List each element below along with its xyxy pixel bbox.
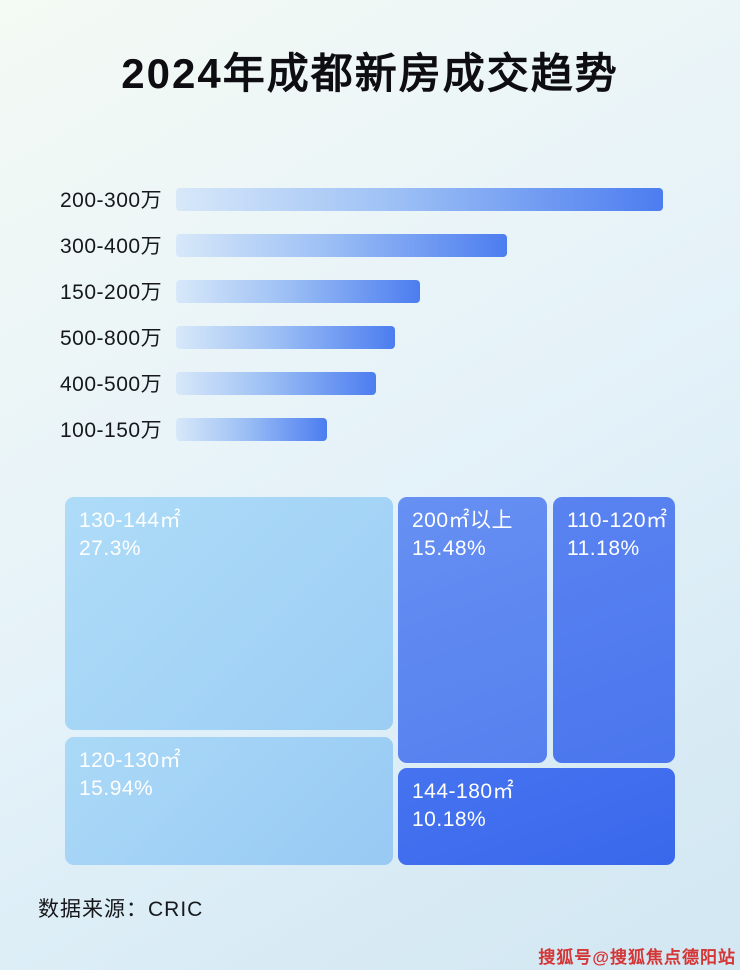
- bar-category-label: 300-400万: [60, 235, 163, 258]
- data-source: 数据来源：CRIC: [38, 898, 204, 921]
- bar-chart: 200-300万 300-400万 150-200万 500-800万 400-500万…: [60, 176, 685, 452]
- treemap-block-value: 11.18%: [567, 537, 640, 561]
- bar: [176, 233, 508, 257]
- bar-row: 400-500万: [60, 360, 685, 406]
- treemap-block-144-180: 144-180㎡ 10.18%: [398, 768, 675, 865]
- bar-track: [176, 371, 663, 395]
- treemap-block-130-144: 130-144㎡ 27.3%: [65, 497, 393, 730]
- treemap-block-label: 110-120㎡: [567, 509, 668, 532]
- bar: [176, 371, 376, 395]
- treemap-block-value: 15.48%: [412, 537, 487, 561]
- bar-category-label: 150-200万: [60, 281, 163, 304]
- bar: [176, 187, 663, 211]
- page-title: 2024年成都新房成交趋势: [121, 50, 619, 97]
- treemap: 130-144㎡ 27.3% 200㎡以上 15.48% 110-120㎡ 11…: [65, 497, 675, 865]
- bar-track: [176, 325, 663, 349]
- treemap-block-label: 130-144㎡: [79, 509, 182, 532]
- treemap-block-value: 27.3%: [79, 537, 142, 561]
- bar-category-label: 100-150万: [60, 419, 163, 442]
- bar-row: 150-200万: [60, 268, 685, 314]
- bar-category-label: 200-300万: [60, 189, 163, 212]
- bar-row: 100-150万: [60, 406, 685, 452]
- treemap-block-200plus: 200㎡以上 15.48%: [398, 497, 547, 763]
- bar-track: [176, 233, 663, 257]
- treemap-block-label: 200㎡以上: [412, 509, 514, 532]
- treemap-block-value: 10.18%: [412, 808, 487, 832]
- bar-track: [176, 187, 663, 211]
- bar: [176, 279, 420, 303]
- treemap-block-label: 144-180㎡: [412, 780, 515, 803]
- bar-category-label: 400-500万: [60, 373, 163, 396]
- bar-track: [176, 279, 663, 303]
- treemap-block-value: 15.94%: [79, 777, 154, 801]
- bar-category-label: 500-800万: [60, 327, 163, 350]
- bar-row: 200-300万: [60, 176, 685, 222]
- watermark: 搜狐号@搜狐焦点德阳站: [538, 948, 736, 967]
- bar-row: 500-800万: [60, 314, 685, 360]
- treemap-block-120-130: 120-130㎡ 15.94%: [65, 737, 393, 865]
- bar-row: 300-400万: [60, 222, 685, 268]
- bar: [176, 325, 396, 349]
- treemap-block-110-120: 110-120㎡ 11.18%: [553, 497, 675, 763]
- treemap-block-label: 120-130㎡: [79, 749, 182, 772]
- bar-track: [176, 417, 663, 441]
- bar: [176, 417, 327, 441]
